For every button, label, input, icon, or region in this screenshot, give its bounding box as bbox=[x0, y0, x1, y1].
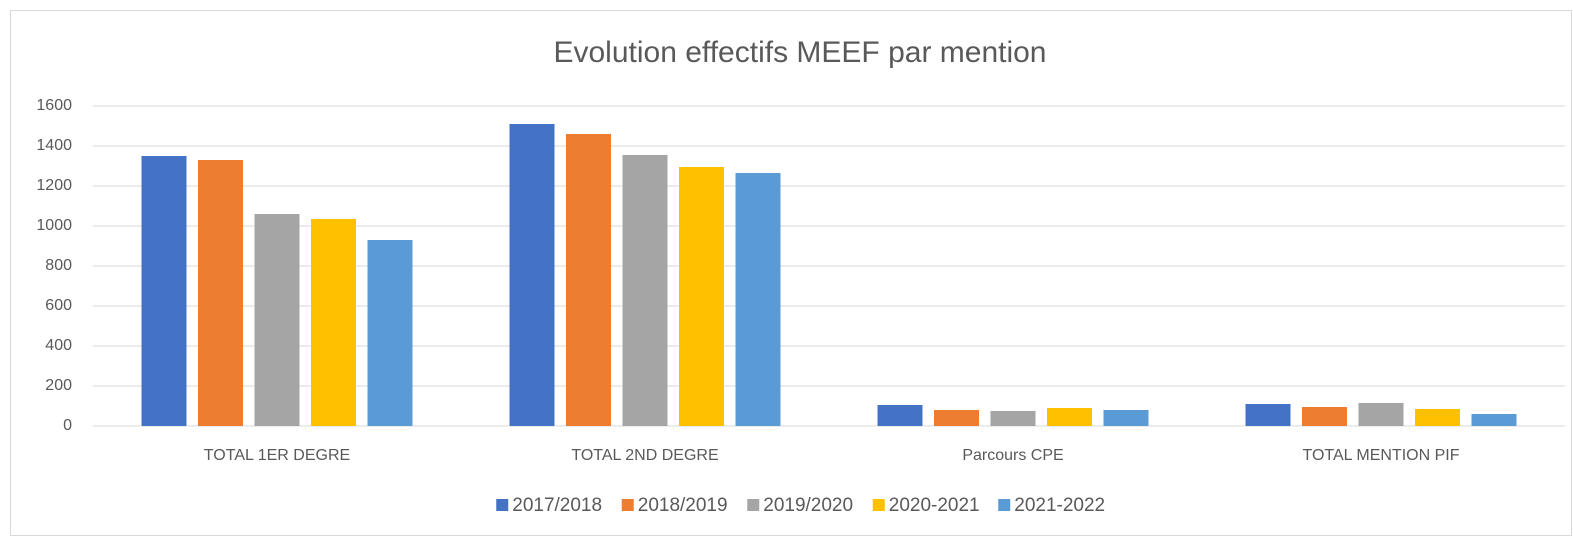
bar bbox=[1103, 410, 1149, 426]
bar bbox=[254, 214, 300, 426]
bar bbox=[566, 134, 611, 426]
legend-label: 2021-2022 bbox=[1014, 495, 1105, 516]
legend-swatch bbox=[998, 499, 1011, 511]
bar bbox=[1302, 407, 1347, 426]
legend-swatch bbox=[872, 499, 885, 511]
y-tick-label: 800 bbox=[45, 257, 72, 274]
chart-title: Evolution effectifs MEEF par mention bbox=[553, 36, 1046, 69]
legend-swatch bbox=[747, 499, 760, 511]
legend-label: 2019/2020 bbox=[763, 495, 853, 516]
y-tick-label: 1000 bbox=[36, 217, 72, 234]
legend-swatch bbox=[621, 499, 634, 511]
x-tick-label: TOTAL 2ND DEGRE bbox=[571, 447, 718, 464]
x-tick-label: TOTAL 1ER DEGRE bbox=[204, 447, 350, 464]
y-tick-label: 0 bbox=[63, 417, 72, 434]
bar bbox=[990, 411, 1036, 426]
bar bbox=[679, 167, 724, 426]
y-tick-label: 1400 bbox=[36, 137, 72, 154]
bar bbox=[367, 240, 413, 426]
bar bbox=[622, 155, 668, 426]
bar bbox=[1471, 414, 1517, 426]
bar bbox=[311, 219, 356, 426]
bar bbox=[1415, 409, 1460, 426]
legend-label: 2018/2019 bbox=[638, 495, 728, 516]
y-tick-label: 1200 bbox=[36, 177, 72, 194]
bar bbox=[198, 160, 243, 426]
y-tick-label: 1600 bbox=[36, 97, 72, 114]
x-tick-label: Parcours CPE bbox=[962, 447, 1063, 464]
legend-label: 2017/2018 bbox=[512, 495, 602, 516]
legend-label: 2020-2021 bbox=[889, 495, 980, 516]
bar bbox=[877, 405, 923, 426]
bar bbox=[934, 410, 979, 426]
bar bbox=[509, 124, 555, 426]
bar bbox=[1245, 404, 1291, 426]
x-tick-label: TOTAL MENTION PIF bbox=[1302, 447, 1459, 464]
bar bbox=[141, 156, 187, 426]
bar bbox=[1047, 408, 1092, 426]
bar bbox=[735, 173, 781, 426]
legend-swatch bbox=[496, 499, 509, 511]
y-tick-label: 200 bbox=[45, 377, 72, 394]
y-tick-label: 400 bbox=[45, 337, 72, 354]
y-tick-label: 600 bbox=[45, 297, 72, 314]
bar bbox=[1358, 403, 1404, 426]
